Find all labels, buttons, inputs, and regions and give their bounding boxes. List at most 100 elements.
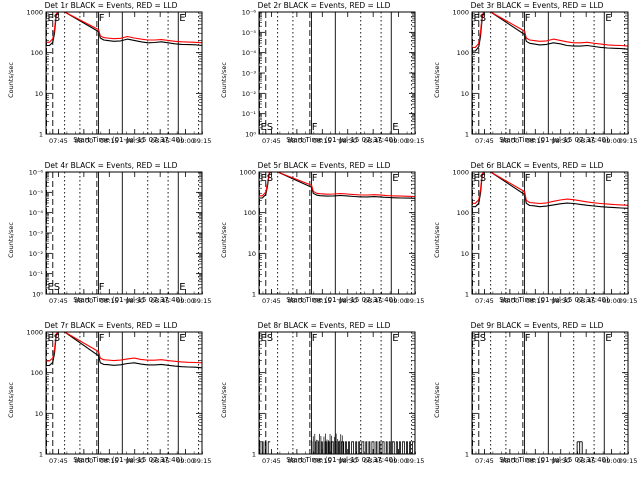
marker-letter: E bbox=[179, 13, 185, 24]
panel-title: Det 5r BLACK = Events, RED = LLD bbox=[257, 161, 391, 170]
x-tick-label: 09:00 bbox=[176, 297, 195, 305]
x-tick-label: 07:45 bbox=[475, 457, 494, 465]
y-tick-label: 10⁻⁵ bbox=[29, 189, 44, 197]
y-tick-label: 1000 bbox=[239, 169, 256, 177]
y-tick-label: 1000 bbox=[26, 9, 43, 17]
marker-letter: E bbox=[392, 173, 398, 184]
x-tick-label: 09:00 bbox=[389, 457, 408, 465]
panel-plot: 10⁰ 10⁻¹ 10⁻² 10⁻³ 10⁻⁴ 10⁻⁵ 10⁻⁶ 07:45 08:00 08:… bbox=[29, 169, 212, 306]
plot-frame bbox=[471, 11, 629, 135]
marker-letter: F bbox=[312, 333, 318, 344]
y-tick-label: 1000 bbox=[26, 329, 43, 337]
x-axis-title: Start Time (01-Jul-15 07:37:40) bbox=[286, 296, 396, 304]
x-tick-label: 07:45 bbox=[262, 457, 281, 465]
marker-letter: S bbox=[480, 333, 486, 344]
marker-letter: S bbox=[267, 173, 273, 184]
y-tick-label: 10⁻⁵ bbox=[242, 29, 257, 37]
x-tick-label: 08:15 bbox=[100, 297, 119, 305]
marker-letter: E bbox=[392, 122, 398, 133]
x-tick-label: 08:15 bbox=[100, 137, 119, 145]
x-tick-label: 08:00 bbox=[500, 297, 519, 305]
x-tick-label: 08:30 bbox=[338, 297, 357, 305]
x-tick-label: 08:30 bbox=[551, 137, 570, 145]
x-tick-label: 08:45 bbox=[364, 457, 383, 465]
marker-letter: E bbox=[474, 333, 480, 344]
x-tick-label: 09:00 bbox=[176, 137, 195, 145]
detector-panel: Det 3r BLACK = Events, RED = LLD Start Ti… bbox=[426, 0, 638, 160]
x-axis-title: Start Time (01-Jul-15 07:37:40) bbox=[73, 136, 183, 144]
y-tick-label: 10⁻³ bbox=[29, 230, 44, 238]
detector-panel: Det 5r BLACK = Events, RED = LLD Start Ti… bbox=[213, 160, 425, 320]
marker-letter: E bbox=[179, 333, 185, 344]
y-tick-label: 10⁻⁶ bbox=[29, 169, 44, 177]
x-tick-label: 07:45 bbox=[262, 297, 281, 305]
x-tick-label: 08:15 bbox=[313, 297, 332, 305]
x-tick-label: 08:15 bbox=[313, 137, 332, 145]
x-tick-label: 08:00 bbox=[74, 297, 93, 305]
x-tick-label: 07:45 bbox=[475, 297, 494, 305]
x-tick-label: 09:15 bbox=[619, 457, 638, 465]
y-tick-label: 1 bbox=[39, 451, 43, 459]
marker-letter: E bbox=[261, 122, 267, 133]
x-tick-label: 09:15 bbox=[406, 457, 425, 465]
lld-series-line bbox=[46, 11, 203, 44]
x-tick-label: 09:15 bbox=[406, 297, 425, 305]
y-tick-label: 10⁻⁴ bbox=[29, 209, 44, 217]
panel-title: Det 2r BLACK = Events, RED = LLD bbox=[257, 1, 391, 10]
x-tick-label: 08:15 bbox=[526, 297, 545, 305]
x-axis-title: Start Time (01-Jul-15 07:37:40) bbox=[499, 136, 609, 144]
x-tick-label: 08:00 bbox=[500, 137, 519, 145]
panel-plot: 1 10 100 1000 07:45 08:00 08:15 08:30 08:45 09:00… bbox=[26, 9, 212, 146]
panel-title: Det 1r BLACK = Events, RED = LLD bbox=[44, 1, 178, 10]
x-tick-label: 08:45 bbox=[577, 457, 596, 465]
x-tick-label: 08:30 bbox=[125, 457, 144, 465]
x-tick-label: 08:30 bbox=[338, 137, 357, 145]
marker-letter: F bbox=[99, 333, 105, 344]
marker-letter: E bbox=[605, 173, 611, 184]
lld-series-line bbox=[472, 11, 629, 48]
detector-panel: Det 1r BLACK = Events, RED = LLD Start Ti… bbox=[0, 0, 212, 160]
y-tick-label: 10⁰ bbox=[32, 291, 43, 299]
x-tick-label: 07:45 bbox=[49, 457, 68, 465]
x-tick-label: 07:45 bbox=[475, 137, 494, 145]
x-tick-label: 08:00 bbox=[287, 457, 306, 465]
detector-panel: Det 8r BLACK = Events, RED = LLD Start Ti… bbox=[213, 320, 425, 480]
panel-plot: 1 10 100 1000 07:45 08:00 08:15 08:30 08:45 09:00… bbox=[26, 329, 211, 466]
marker-letter: E bbox=[605, 13, 611, 24]
detector-panel: Det 7r BLACK = Events, RED = LLD Start Ti… bbox=[0, 320, 211, 480]
x-tick-label: 08:00 bbox=[74, 457, 93, 465]
marker-letter: S bbox=[54, 282, 60, 293]
marker-letter: E bbox=[392, 333, 398, 344]
marker-letter: F bbox=[525, 173, 531, 184]
x-tick-label: 08:45 bbox=[151, 137, 170, 145]
y-tick-label: 10 bbox=[35, 410, 43, 418]
x-tick-label: 08:30 bbox=[125, 137, 144, 145]
x-tick-label: 08:15 bbox=[526, 137, 545, 145]
plot-frame bbox=[45, 171, 203, 295]
marker-letter: E bbox=[179, 282, 185, 293]
detector-panel: Det 9r BLACK = Events, RED = LLD Start Ti… bbox=[426, 320, 638, 480]
panel-title: Det 3r BLACK = Events, RED = LLD bbox=[470, 1, 604, 10]
marker-letter: S bbox=[267, 333, 273, 344]
x-tick-label: 08:00 bbox=[287, 137, 306, 145]
y-tick-label: 100 bbox=[244, 209, 256, 217]
detector-panel: Det 6r BLACK = Events, RED = LLD Start Ti… bbox=[426, 160, 637, 320]
panel-plot: 1 10 100 1000 07:45 08:00 08:15 08:30 08:45 09:00… bbox=[452, 9, 638, 146]
detector-panel: Det 4r BLACK = Events, RED = LLD Start Ti… bbox=[0, 160, 212, 320]
y-tick-label: 10⁻⁴ bbox=[242, 49, 257, 57]
y-tick-label: 1 bbox=[252, 451, 256, 459]
y-tick-label: 100 bbox=[457, 49, 469, 57]
x-tick-label: 09:00 bbox=[389, 137, 408, 145]
y-tick-label: 10⁻⁶ bbox=[242, 9, 257, 17]
marker-letter: F bbox=[312, 122, 318, 133]
marker-letter: S bbox=[54, 13, 60, 24]
x-tick-label: 08:15 bbox=[313, 457, 332, 465]
x-tick-label: 09:15 bbox=[619, 137, 638, 145]
x-tick-label: 09:15 bbox=[193, 137, 212, 145]
y-tick-label: 1000 bbox=[452, 169, 469, 177]
x-tick-label: 08:15 bbox=[526, 457, 545, 465]
marker-letter: S bbox=[480, 173, 486, 184]
x-tick-label: 08:15 bbox=[100, 457, 119, 465]
